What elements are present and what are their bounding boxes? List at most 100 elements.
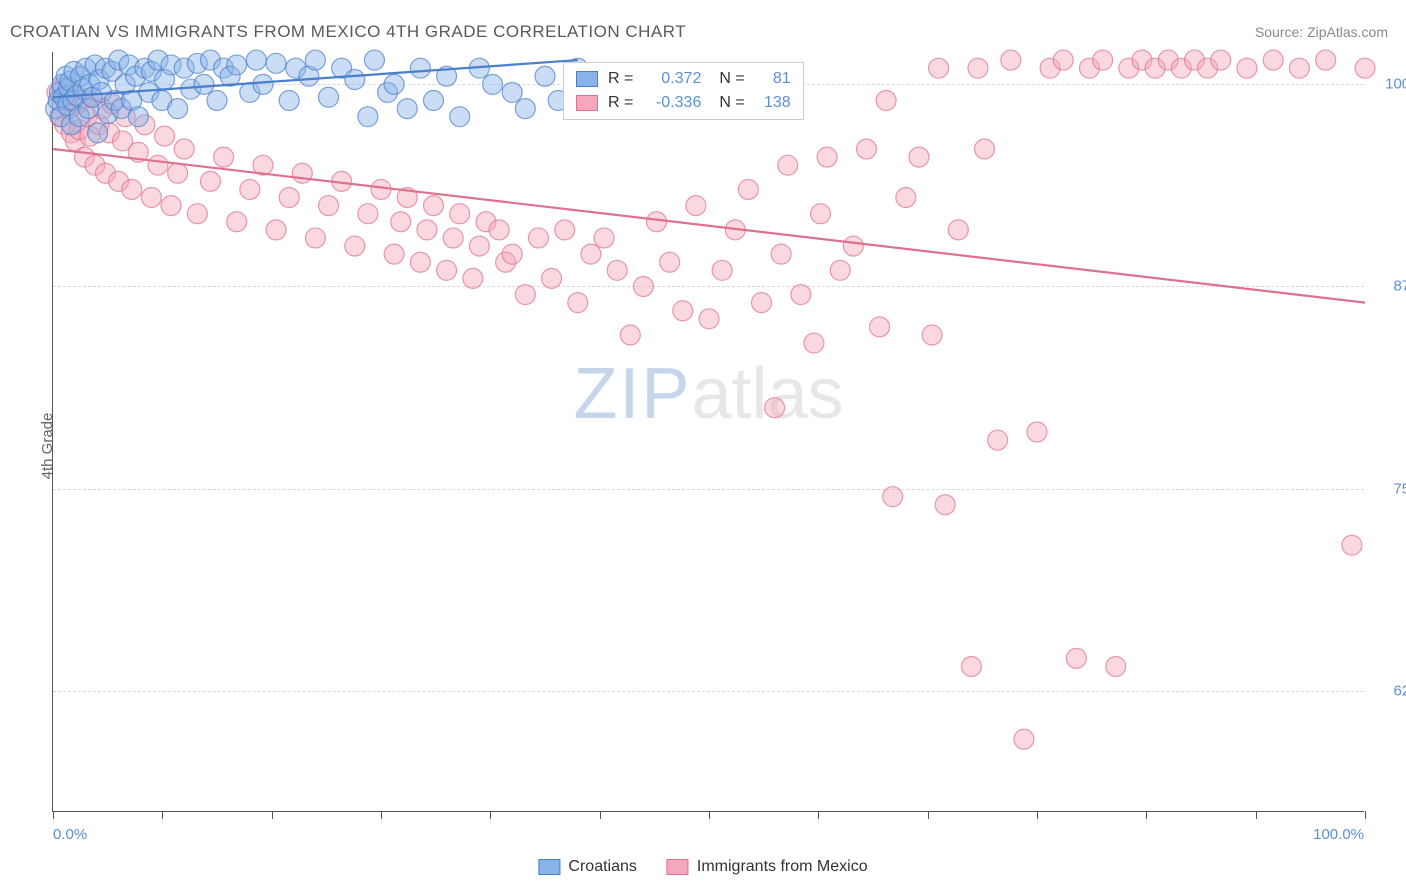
- legend-r-label: R =: [608, 67, 633, 91]
- scatter-point: [88, 123, 108, 143]
- scatter-point: [469, 236, 489, 256]
- x-tick: [381, 811, 382, 819]
- legend-n-label: N =: [719, 67, 744, 91]
- scatter-point: [1014, 729, 1034, 749]
- scatter-point: [141, 188, 161, 208]
- scatter-point: [607, 260, 627, 280]
- scatter-point: [515, 99, 535, 119]
- scatter-point: [804, 333, 824, 353]
- scatter-point: [948, 220, 968, 240]
- plot-area: ZIPatlas 62.5%75.0%87.5%100.0%0.0%100.0%…: [52, 52, 1364, 812]
- scatter-point: [397, 99, 417, 119]
- scatter-point: [364, 50, 384, 70]
- y-tick-label: 75.0%: [1393, 480, 1406, 497]
- scatter-point: [483, 74, 503, 94]
- x-tick: [1365, 811, 1366, 819]
- bottom-legend-label: Croatians: [568, 858, 636, 876]
- scatter-point: [778, 155, 798, 175]
- scatter-point: [214, 147, 234, 167]
- scatter-point: [227, 55, 247, 75]
- chart-title: CROATIAN VS IMMIGRANTS FROM MEXICO 4TH G…: [10, 22, 686, 42]
- scatter-point: [1093, 50, 1113, 70]
- scatter-point: [155, 126, 175, 146]
- scatter-point: [1106, 656, 1126, 676]
- scatter-point: [437, 260, 457, 280]
- y-tick-label: 62.5%: [1393, 682, 1406, 699]
- scatter-point: [319, 196, 339, 216]
- scatter-point: [1066, 648, 1086, 668]
- scatter-point: [843, 236, 863, 256]
- scatter-point: [305, 50, 325, 70]
- bottom-legend-item: Croatians: [538, 858, 636, 876]
- x-tick: [272, 811, 273, 819]
- scatter-point: [633, 276, 653, 296]
- scatter-point: [279, 188, 299, 208]
- scatter-point: [1053, 50, 1073, 70]
- scatter-point: [699, 309, 719, 329]
- x-tick: [53, 811, 54, 819]
- scatter-point: [528, 228, 548, 248]
- scatter-point: [922, 325, 942, 345]
- scatter-point: [870, 317, 890, 337]
- scatter-point: [148, 155, 168, 175]
- x-tick: [928, 811, 929, 819]
- legend-row: R =0.372N =81: [576, 67, 791, 91]
- scatter-point: [988, 430, 1008, 450]
- scatter-point: [502, 82, 522, 102]
- scatter-point: [856, 139, 876, 159]
- scatter-point: [253, 74, 273, 94]
- scatter-point: [502, 244, 522, 264]
- legend-swatch: [538, 859, 560, 875]
- bottom-legend: Croatians Immigrants from Mexico: [538, 858, 867, 876]
- scatter-point: [417, 220, 437, 240]
- scatter-point: [1027, 422, 1047, 442]
- scatter-point: [542, 268, 562, 288]
- scatter-point: [647, 212, 667, 232]
- scatter-point: [391, 212, 411, 232]
- scatter-point: [358, 204, 378, 224]
- scatter-point: [555, 220, 575, 240]
- legend-r-label: R =: [608, 91, 633, 115]
- scatter-point: [771, 244, 791, 264]
- x-tick: [490, 811, 491, 819]
- y-tick-label: 87.5%: [1393, 278, 1406, 295]
- scatter-point: [161, 196, 181, 216]
- scatter-point: [909, 147, 929, 167]
- scatter-point: [227, 212, 247, 232]
- scatter-point: [279, 91, 299, 111]
- legend-swatch: [576, 71, 598, 87]
- legend-n-value: 138: [755, 91, 791, 115]
- scatter-point: [174, 139, 194, 159]
- scatter-point: [896, 188, 916, 208]
- scatter-point: [660, 252, 680, 272]
- x-tick: [1037, 811, 1038, 819]
- scatter-point: [686, 196, 706, 216]
- x-tick: [600, 811, 601, 819]
- scatter-point: [443, 228, 463, 248]
- scatter-point: [968, 58, 988, 78]
- scatter-point: [1263, 50, 1283, 70]
- legend-row: R =-0.336N =138: [576, 91, 791, 115]
- scatter-point: [319, 87, 339, 107]
- scatter-point: [1237, 58, 1257, 78]
- x-tick: [162, 811, 163, 819]
- scatter-point: [450, 107, 470, 127]
- bottom-legend-label: Immigrants from Mexico: [697, 858, 868, 876]
- scatter-point: [1342, 535, 1362, 555]
- scatter-point: [1001, 50, 1021, 70]
- scatter-point: [240, 179, 260, 199]
- trend-line: [53, 149, 1365, 303]
- scatter-point: [266, 220, 286, 240]
- scatter-point: [246, 50, 266, 70]
- x-tick: [818, 811, 819, 819]
- chart-source: Source: ZipAtlas.com: [1255, 24, 1388, 40]
- scatter-point: [515, 285, 535, 305]
- scatter-point: [194, 74, 214, 94]
- legend-n-value: 81: [755, 67, 791, 91]
- chart-container: CROATIAN VS IMMIGRANTS FROM MEXICO 4TH G…: [0, 0, 1406, 892]
- scatter-point: [200, 171, 220, 191]
- scatter-point: [817, 147, 837, 167]
- scatter-point: [450, 204, 470, 224]
- scatter-point: [594, 228, 614, 248]
- scatter-point: [122, 179, 142, 199]
